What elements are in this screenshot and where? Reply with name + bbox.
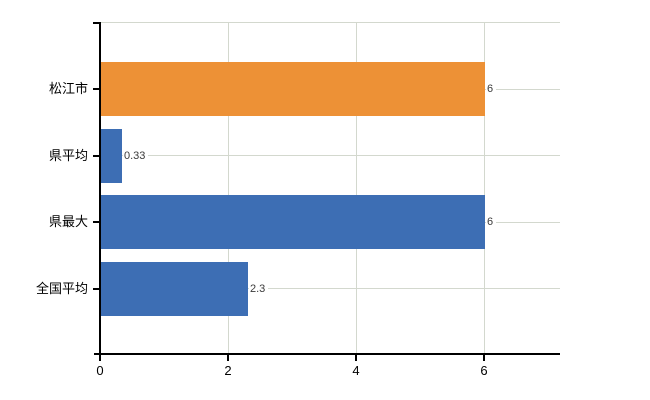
- x-tick-label: 6: [480, 363, 488, 378]
- x-gridline: [484, 22, 485, 354]
- x-gridline: [228, 22, 229, 354]
- category-label: 県最大: [48, 214, 88, 229]
- y-axis-tick: [93, 221, 100, 223]
- y-axis-tick: [93, 287, 100, 290]
- x-tick-label: 0: [96, 363, 104, 378]
- x-axis-tick: [99, 355, 101, 361]
- category-label: 県平均: [48, 147, 88, 163]
- x-tick-label: 4: [352, 363, 360, 378]
- bar-1: [101, 128, 122, 183]
- bar-value-label: 0.33: [123, 148, 149, 163]
- category-gridline: [101, 288, 560, 289]
- bar-0: [101, 62, 485, 116]
- plot-top-border: [100, 22, 560, 23]
- y-axis-tick: [93, 154, 100, 157]
- bar-value-label: 6: [486, 82, 497, 96]
- category-label: 松江市: [48, 81, 88, 96]
- x-axis-tick: [227, 355, 229, 361]
- category-gridline: [101, 155, 560, 156]
- bar-value-label: 6: [486, 215, 497, 229]
- bar-3: [101, 261, 248, 316]
- x-axis-tick: [483, 355, 485, 361]
- x-tick-label: 2: [224, 363, 232, 378]
- x-gridline: [356, 22, 357, 354]
- x-axis-tick: [355, 355, 357, 361]
- x-axis-line: [94, 353, 560, 355]
- y-axis-tick: [93, 88, 100, 90]
- category-label: 全国平均: [35, 280, 88, 296]
- bar-value-label: 2.3: [249, 281, 269, 296]
- y-axis-top-tick: [93, 22, 100, 24]
- bar-2: [101, 195, 485, 249]
- y-axis-line: [99, 22, 101, 355]
